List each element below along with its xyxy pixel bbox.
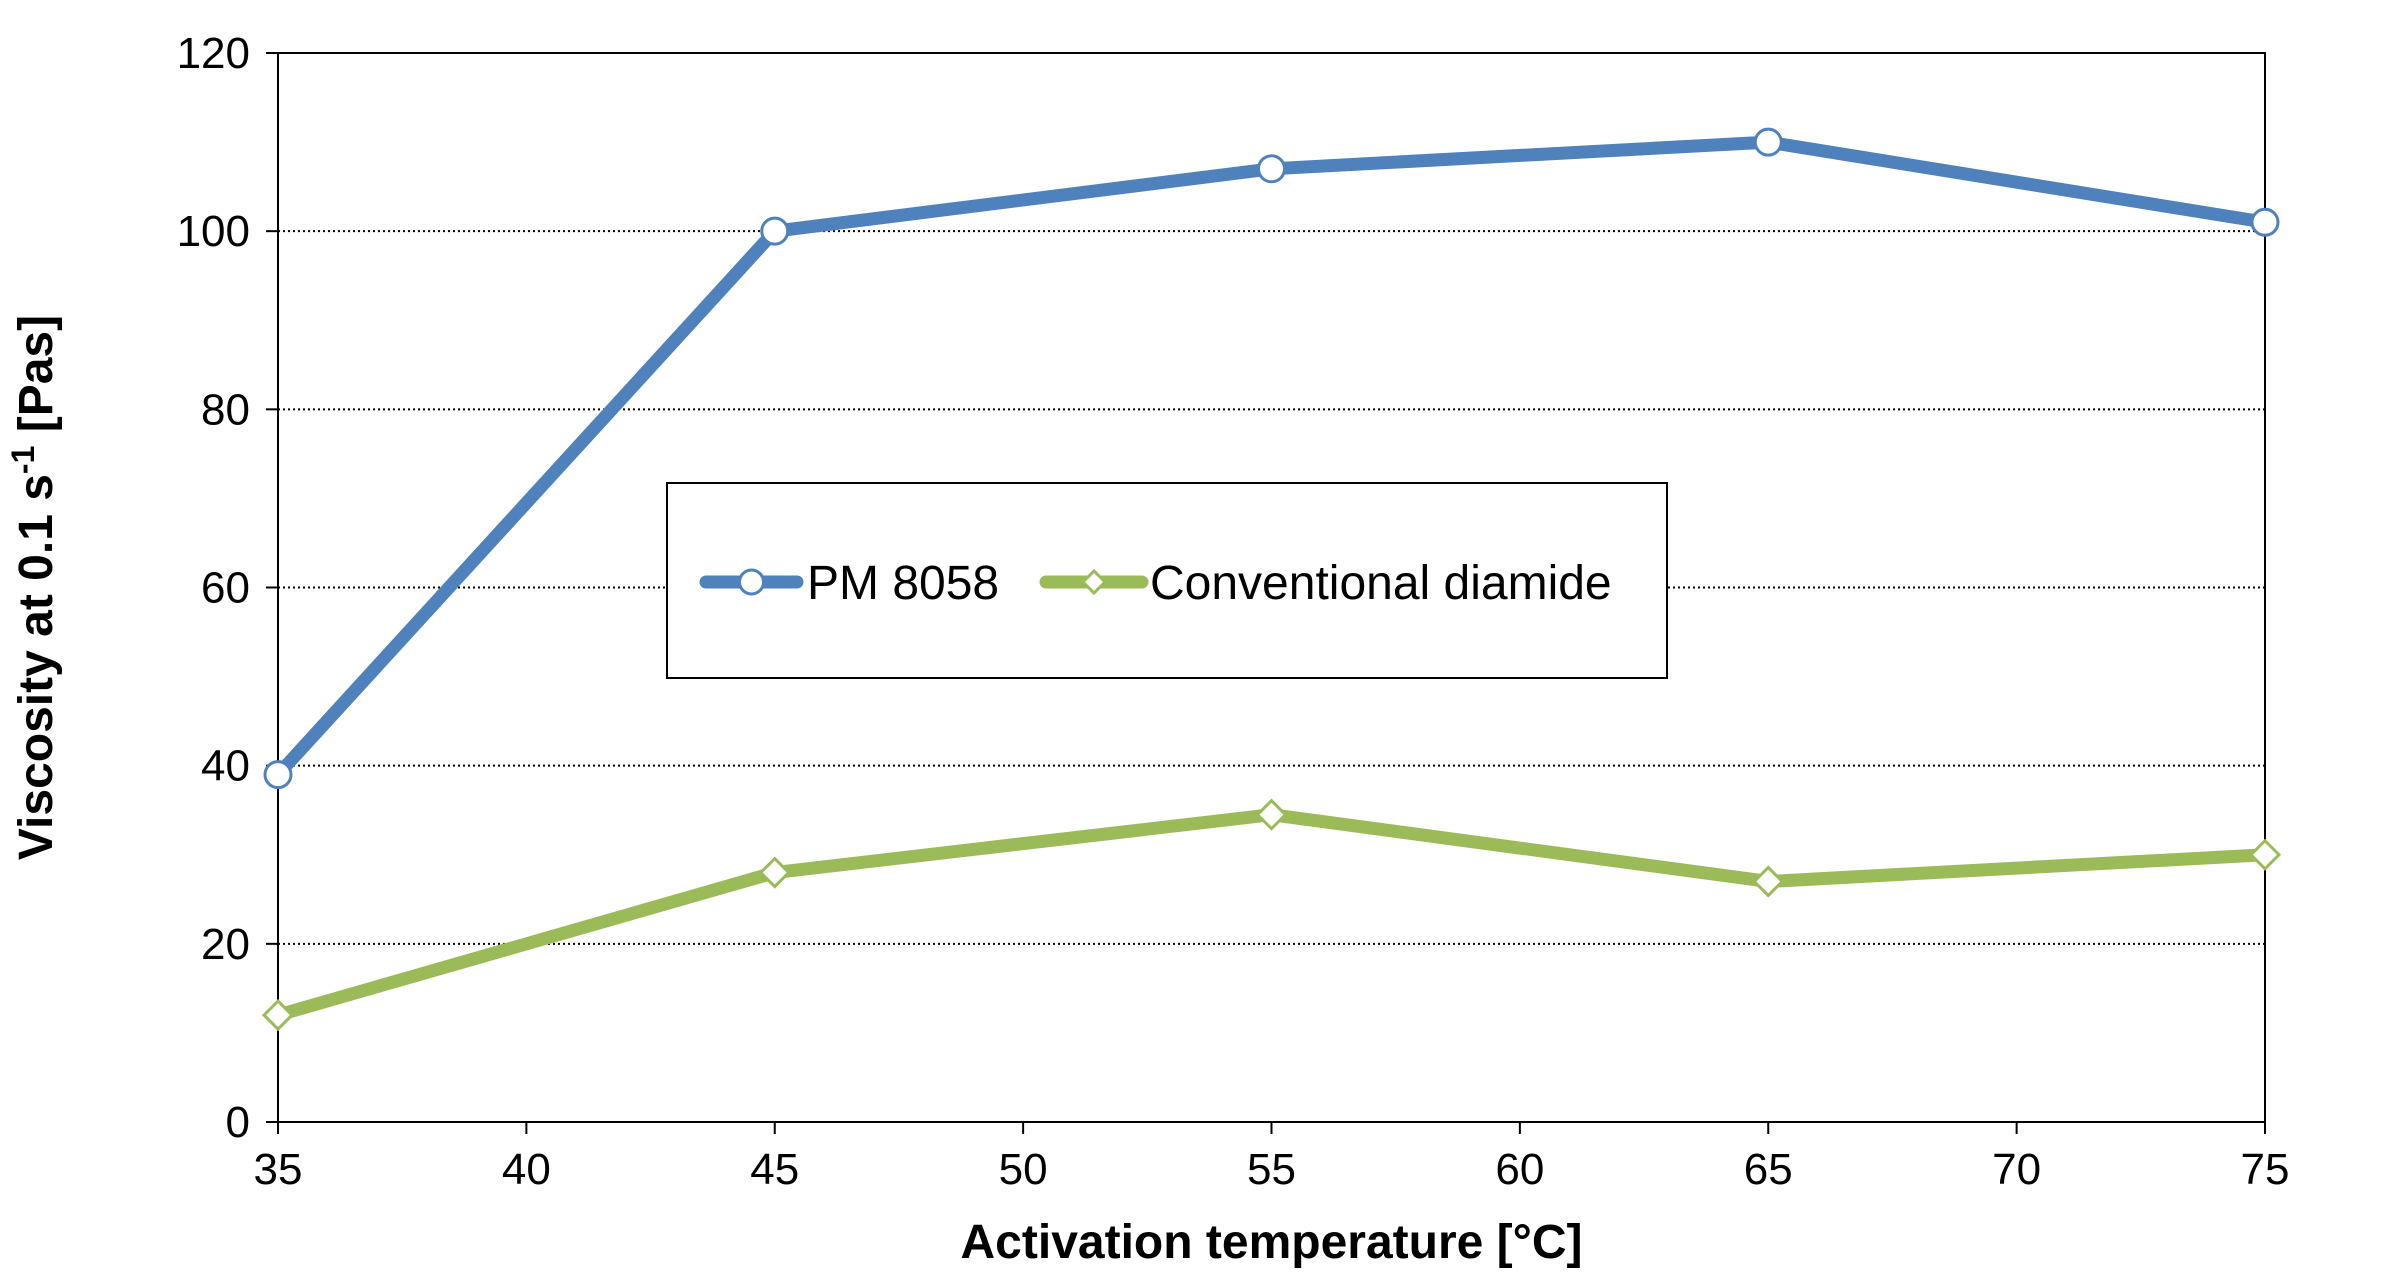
legend-items: PM 8058 Conventional diamide [699, 557, 1612, 610]
x-tick-label: 45 [750, 1145, 799, 1194]
x-axis-title: Activation temperature [°C] [961, 1216, 1583, 1269]
x-tick-label: 75 [2241, 1145, 2290, 1194]
series-group [261, 798, 2282, 1032]
x-tick-label: 60 [1495, 1145, 1544, 1194]
series-line [271, 808, 2272, 1022]
y-tick-label: 0 [226, 1098, 250, 1147]
legend-swatch-marker [738, 568, 765, 596]
series-group [263, 127, 2280, 790]
y-tick-label: 100 [177, 207, 250, 256]
y-axis-title: Viscosity at 0.1 s-1 [Pas] [5, 315, 63, 860]
y-tick-label: 60 [201, 564, 250, 613]
data-point [1752, 865, 1785, 898]
data-point [760, 216, 790, 246]
data-point [2250, 207, 2280, 237]
x-tick-label: 70 [1992, 1145, 2041, 1194]
y-tick-label: 80 [201, 385, 250, 434]
x-tick-label: 65 [1744, 1145, 1793, 1194]
legend-label: PM 8058 [807, 557, 999, 610]
data-point [261, 998, 295, 1032]
x-tick-label: 40 [502, 1145, 551, 1194]
data-point [1257, 154, 1286, 184]
y-tick-label: 40 [201, 742, 250, 791]
data-point [1255, 798, 1288, 831]
data-point [2248, 838, 2282, 871]
legend-item: Conventional diamide [1039, 557, 1612, 610]
y-axis-title-main: Viscosity at 0.1 s [10, 474, 63, 860]
x-tick-label: 50 [999, 1145, 1048, 1194]
data-point [1753, 127, 1783, 157]
series-line [271, 135, 2272, 782]
axis-ticks: 0 20 40 60 80 100 120 35 40 45 50 55 60 65 70 75 [177, 29, 2290, 1194]
legend-item: PM 8058 [699, 557, 999, 610]
x-tick-label: 55 [1247, 1145, 1296, 1194]
legend-box [666, 482, 1668, 679]
x-tick-label: 35 [254, 1145, 303, 1194]
y-axis-title-unit: [Pas] [10, 315, 63, 446]
y-tick-label: 20 [201, 920, 250, 969]
y-tick-label: 120 [177, 29, 250, 78]
y-axis-title-superscript: -1 [5, 446, 41, 474]
data-point [263, 760, 293, 790]
series [261, 127, 2282, 1032]
data-point [758, 856, 791, 889]
legend-swatch-marker [1080, 568, 1108, 596]
legend-label: Conventional diamide [1150, 557, 1612, 610]
legend: PM 8058 Conventional diamide [666, 482, 1668, 679]
